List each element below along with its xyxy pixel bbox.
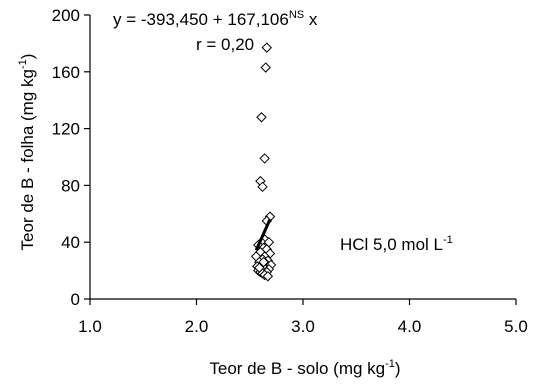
data-points bbox=[250, 42, 277, 282]
x-tick-label: 3.0 bbox=[291, 317, 315, 336]
data-point bbox=[261, 42, 272, 53]
x-tick-label: 2.0 bbox=[185, 317, 209, 336]
r-annotation: r = 0,20 bbox=[196, 35, 254, 54]
data-point bbox=[256, 112, 267, 123]
method-label: HCl 5,0 mol L-1 bbox=[340, 234, 453, 254]
data-point bbox=[260, 62, 271, 73]
data-point bbox=[257, 181, 268, 193]
y-tick-label: 80 bbox=[61, 176, 80, 195]
equation-annotation: y = -393,450 + 167,106NS x bbox=[113, 9, 318, 29]
y-tick-label: 40 bbox=[61, 233, 80, 252]
x-ticks: 1.0 2.0 3.0 4.0 5.0 bbox=[78, 299, 528, 336]
data-point bbox=[262, 271, 274, 282]
data-point bbox=[254, 262, 265, 273]
y-tick-label: 120 bbox=[52, 120, 80, 139]
x-axis-title: Teor de B - solo (mg kg-1) bbox=[209, 358, 400, 378]
x-tick-label: 4.0 bbox=[398, 317, 422, 336]
regression-line bbox=[254, 218, 272, 251]
axes bbox=[89, 15, 516, 300]
y-tick-label: 0 bbox=[71, 290, 80, 309]
y-axis-title: Teor de B - folha (mg kg-1) bbox=[17, 54, 37, 251]
y-ticks: 0 40 80 120 160 200 bbox=[52, 6, 90, 309]
regression-line-group bbox=[254, 218, 272, 251]
x-tick-label: 1.0 bbox=[78, 317, 102, 336]
data-point bbox=[258, 256, 269, 268]
data-point bbox=[259, 153, 270, 164]
y-tick-label: 160 bbox=[52, 63, 80, 82]
x-tick-label: 5.0 bbox=[504, 317, 528, 336]
y-tick-label: 200 bbox=[52, 6, 80, 25]
